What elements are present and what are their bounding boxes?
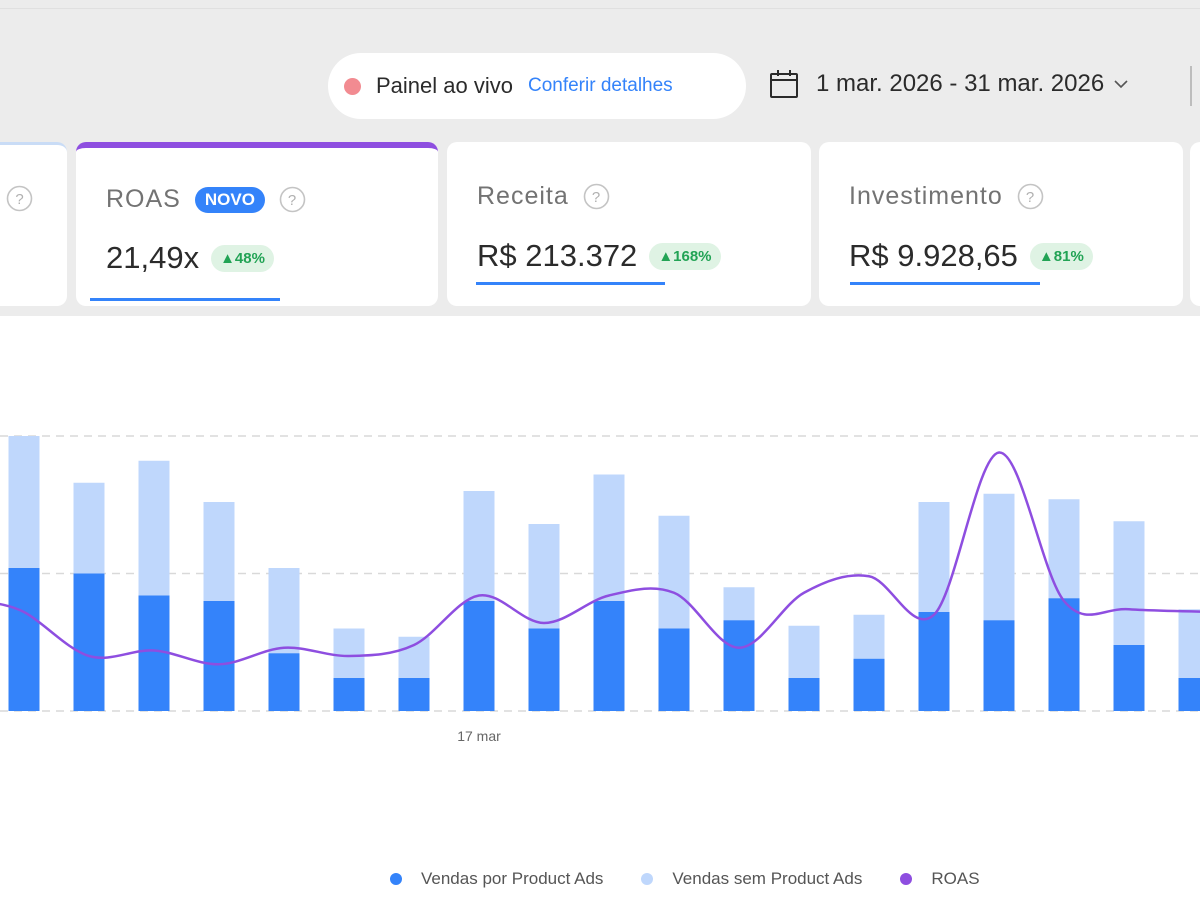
metric-underline [476, 282, 665, 285]
legend-item[interactable]: Vendas por Product Ads [390, 869, 603, 889]
metric-card-receita[interactable]: Receita ? R$ 213.372 ▲168% [447, 142, 811, 306]
bar-vendas-por-ads [268, 653, 300, 711]
live-status-dot [344, 77, 361, 95]
bar-vendas-por-ads [788, 678, 820, 711]
legend-dot [900, 873, 913, 885]
bar-vendas-por-ads [723, 620, 755, 711]
bar-vendas-sem-ads [463, 491, 495, 601]
metric-value: R$ 9.928,65 [849, 238, 1018, 273]
bar-vendas-sem-ads [788, 625, 820, 678]
legend-dot [390, 873, 402, 885]
bar-vendas-sem-ads [528, 524, 560, 629]
bar-vendas-por-ads [1048, 598, 1080, 711]
legend-dot [641, 873, 654, 885]
live-panel-label: Painel ao vivo [376, 73, 513, 98]
bar-vendas-por-ads [918, 612, 950, 711]
bar-vendas-sem-ads [268, 568, 300, 654]
date-range-label: 1 mar. 2026 - 31 mar. 2026 [816, 70, 1105, 97]
bar-vendas-sem-ads [138, 460, 170, 596]
trend-badge: ▲48% [211, 244, 274, 272]
legend-label: Vendas sem Product Ads [672, 869, 863, 888]
bar-vendas-por-ads [333, 678, 365, 711]
bar-vendas-sem-ads [1178, 609, 1200, 678]
bar-vendas-sem-ads [398, 636, 430, 678]
metric-card-previous[interactable]: ? [0, 142, 67, 306]
metric-card-roas[interactable]: ROAS NOVO ? 21,49x ▲48% [76, 142, 438, 306]
bar-vendas-sem-ads [983, 493, 1015, 621]
bar-vendas-por-ads [398, 678, 430, 711]
bar-vendas-por-ads [1113, 645, 1145, 711]
trend-badge: ▲168% [649, 242, 721, 270]
x-tick-label: 17 mar [457, 728, 501, 744]
bar-vendas-por-ads [593, 601, 625, 711]
bar-vendas-sem-ads [333, 628, 365, 678]
top-divider [0, 8, 1200, 9]
new-badge: NOVO [194, 186, 265, 213]
svg-text:?: ? [15, 191, 23, 208]
bar-vendas-sem-ads [1113, 521, 1145, 645]
bar-vendas-por-ads [203, 601, 235, 711]
metric-card-next[interactable] [1190, 142, 1200, 306]
bar-vendas-por-ads [463, 601, 495, 711]
metric-title: Investimento [849, 182, 1003, 210]
help-icon[interactable]: ? [6, 185, 33, 212]
bar-vendas-por-ads [1178, 678, 1200, 711]
live-panel-details-link[interactable]: Conferir detalhes [527, 75, 673, 96]
legend-label: Vendas por Product Ads [421, 869, 604, 888]
sales-roas-chart: 17 mar [0, 435, 1200, 744]
bar-vendas-por-ads [528, 628, 560, 711]
bar-vendas-sem-ads [723, 587, 755, 621]
bar-vendas-sem-ads [8, 436, 40, 568]
roas-line [0, 451, 1200, 666]
calendar-icon [770, 70, 798, 98]
selected-underline [90, 298, 280, 301]
live-panel-pill[interactable]: Painel ao vivo Conferir detalhes [328, 53, 746, 119]
bar-vendas-sem-ads [73, 482, 105, 574]
svg-text:?: ? [288, 192, 297, 209]
legend-item[interactable]: Vendas sem Product Ads [641, 869, 862, 889]
bar-vendas-sem-ads [593, 474, 625, 601]
chevron-down-icon [1114, 80, 1128, 89]
metric-value: 21,49x [106, 240, 200, 275]
date-range-picker[interactable]: 1 mar. 2026 - 31 mar. 2026 [768, 62, 1128, 106]
bar-vendas-sem-ads [203, 502, 235, 601]
metric-card-investimento[interactable]: Investimento ? R$ 9.928,65 ▲81% [819, 142, 1183, 306]
bar-vendas-sem-ads [658, 515, 690, 629]
svg-text:?: ? [592, 189, 601, 206]
bar-vendas-por-ads [658, 628, 690, 711]
bar-vendas-por-ads [853, 658, 885, 711]
header-divider [1190, 66, 1192, 106]
bar-vendas-por-ads [8, 568, 40, 711]
svg-text:?: ? [1026, 189, 1035, 206]
bar-vendas-por-ads [983, 620, 1015, 711]
legend-label: ROAS [931, 869, 980, 888]
legend-item[interactable]: ROAS [900, 869, 980, 889]
metric-underline [850, 282, 1040, 285]
help-icon[interactable]: ? [1017, 183, 1044, 210]
trend-badge: ▲81% [1029, 242, 1093, 270]
metric-title: Receita [477, 182, 569, 210]
help-icon[interactable]: ? [279, 186, 306, 213]
help-icon[interactable]: ? [583, 183, 610, 210]
chart-legend: Vendas por Product Ads Vendas sem Produc… [390, 869, 1018, 889]
bar-vendas-por-ads [73, 573, 105, 711]
bar-vendas-sem-ads [853, 614, 885, 659]
metric-value: R$ 213.372 [477, 238, 638, 273]
metric-title: ROAS [106, 185, 181, 213]
